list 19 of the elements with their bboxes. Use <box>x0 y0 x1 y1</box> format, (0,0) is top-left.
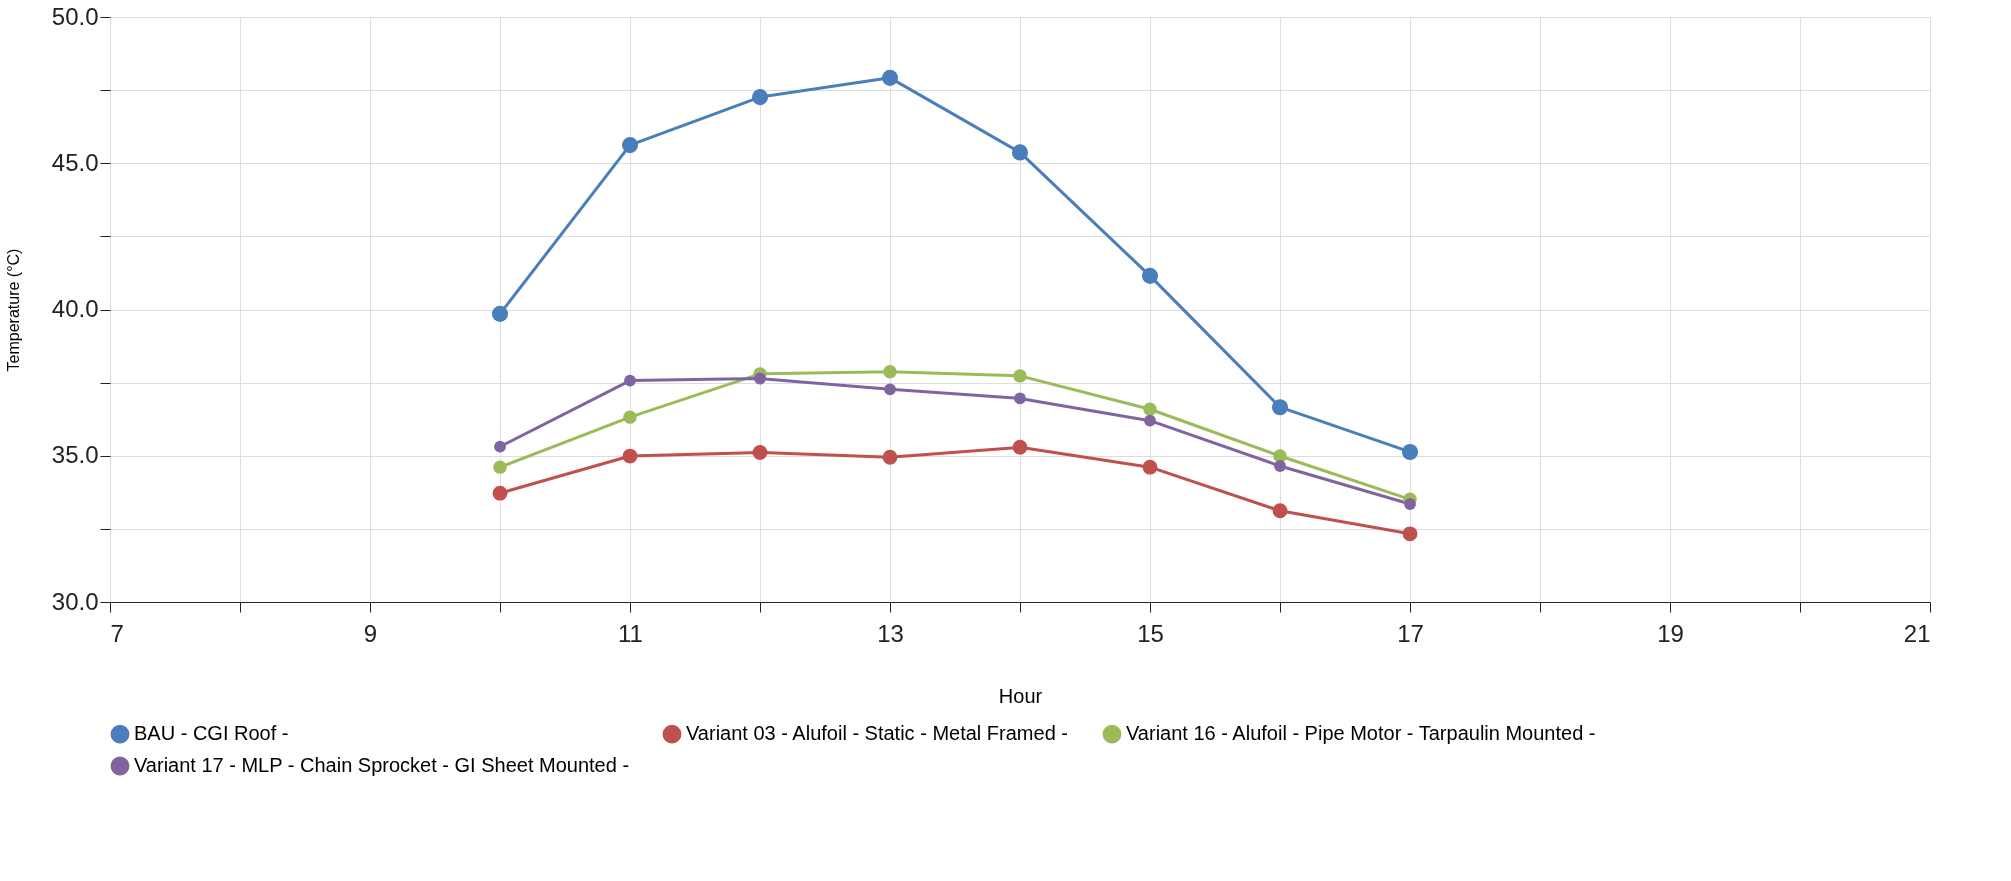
x-axis-title: Hour <box>998 684 1043 707</box>
y-tick-label: 45.0 <box>51 148 99 176</box>
x-tick-label: 15 <box>1137 619 1164 647</box>
legend-label: Variant 03 - Alufoil - Static - Metal Framed - <box>686 722 1068 745</box>
y-axis-title: Temperature (°C) <box>4 248 22 372</box>
x-tick-label: 13 <box>877 619 904 647</box>
legend-label: BAU - CGI Roof - <box>134 722 289 745</box>
legend-label: Variant 16 - Alufoil - Pipe Motor - Tarpaulin Mounted - <box>1126 722 1596 745</box>
x-tick-label: 9 <box>363 619 378 647</box>
legend-label: Variant 17 - MLP - Chain Sprocket - GI Sheet Mounted - <box>134 754 630 776</box>
x-tick-label: 7 <box>110 619 124 647</box>
x-tick-label: 17 <box>1397 619 1424 647</box>
y-tick-label: 50.0 <box>51 2 99 30</box>
y-tick-label: 30.0 <box>51 587 99 615</box>
x-tick-label: 11 <box>618 619 643 647</box>
y-tick-label: 40.0 <box>51 295 99 322</box>
y-tick-label: 35.0 <box>51 441 99 469</box>
x-tick-label: 21 <box>1903 619 1931 647</box>
x-tick-label: 19 <box>1657 619 1684 647</box>
